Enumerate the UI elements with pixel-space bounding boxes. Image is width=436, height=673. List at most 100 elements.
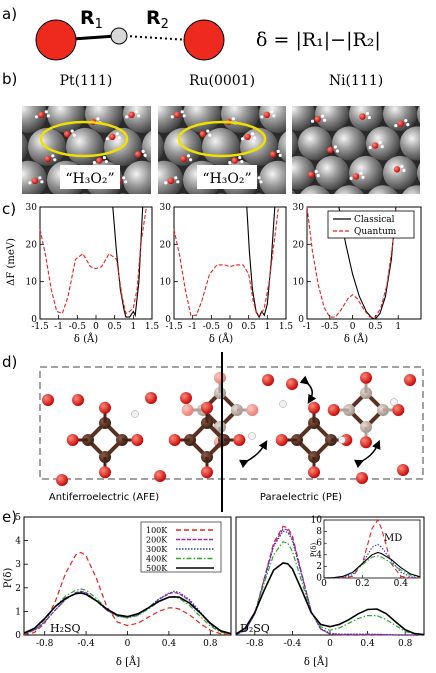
h3o2-box-ru (197, 165, 257, 189)
x-tick-label: 0.8 (398, 639, 413, 649)
metal-atom (315, 155, 349, 190)
water-hydrogen (92, 160, 96, 165)
c-ylabel: ΔF (meV) (6, 238, 17, 286)
water-hydrogen (135, 110, 139, 114)
metal-atom (217, 193, 225, 194)
oxygen (154, 470, 166, 482)
panel-a: a) R1 R2 δ = |R₁|−|R₂| (2, 5, 381, 61)
panel-e-label: e) (2, 508, 17, 526)
md-inset: 0 0.2 0.4 0 2 46 810 (311, 516, 421, 589)
h3o2-box-pt (60, 165, 120, 189)
water-hydrogen (51, 154, 55, 158)
water-oxygen (308, 171, 315, 178)
metal-atom (259, 160, 286, 194)
water-hydrogen (206, 129, 210, 133)
oxygen (72, 394, 84, 406)
oxygen (180, 392, 192, 404)
x-tick-label: 0 (327, 639, 333, 649)
e-xlabel-1: δ [Å] (116, 656, 140, 668)
x-tick-label: 0.5 (368, 322, 383, 332)
y-tick-label: 1 (15, 607, 21, 617)
x-tick-label: -0.8 (246, 639, 264, 649)
metal-atom (383, 155, 417, 190)
distribution-400K (235, 541, 425, 636)
water-hydrogen (174, 176, 178, 180)
water-oxygen (352, 173, 360, 180)
quantum-curve (173, 206, 280, 316)
water-hydrogen (102, 155, 106, 160)
water-hydrogen (406, 123, 410, 127)
surface-image-ni (292, 68, 434, 194)
water-hydrogen (96, 117, 100, 121)
x-tick-label: -0.5 (203, 322, 221, 332)
metal-atom (366, 126, 400, 161)
c-legend-quantum: Quantum (354, 227, 397, 237)
water-hydrogen (253, 136, 257, 140)
c-xlabel-3: δ (Å) (344, 333, 368, 345)
panel-b-label: b) (2, 70, 17, 88)
oxygen-atom-right (183, 19, 225, 61)
water-hydrogen (187, 154, 191, 158)
water-hydrogen (240, 159, 244, 164)
water-oxygen (96, 157, 103, 164)
inset-y-tick-label: 2 (316, 562, 322, 572)
water-hydrogen (180, 110, 184, 114)
inset-x-tick-label: 0.4 (394, 579, 409, 589)
e-legend-label: 400K (146, 555, 168, 564)
metal-atom (119, 193, 127, 194)
water-hydrogen (40, 180, 44, 184)
x-tick-label: 0.5 (242, 322, 257, 332)
oxygen (360, 371, 372, 384)
x-tick-label: -1.5 (31, 322, 49, 332)
delta-equation: δ = |R₁|−|R₂| (256, 29, 381, 51)
y-tick-label: 30 (26, 203, 38, 213)
proton-transfer-arrow-3 (354, 439, 381, 468)
quantum-curve (306, 206, 397, 318)
metal-atom (255, 193, 263, 194)
water-hydrogen (182, 114, 186, 118)
c-frame (39, 206, 153, 320)
x-tick-label: 0 (227, 322, 233, 332)
metal-atom (43, 193, 51, 194)
x-tick-label: 0.4 (162, 639, 177, 649)
x-tick-label: 0 (350, 322, 356, 332)
metal-atom (417, 163, 420, 183)
oxygen (131, 434, 144, 446)
water-oxygen (167, 177, 174, 184)
metal-atom (292, 189, 296, 194)
water-hydrogen (164, 181, 168, 185)
water-hydrogen (359, 171, 363, 175)
water-hydrogen (402, 168, 406, 172)
water-hydrogen (34, 115, 38, 119)
metal-atom (400, 126, 420, 161)
inset-y-tick-label: 10 (311, 516, 323, 526)
metal-atom (158, 133, 164, 161)
metal-atom (123, 160, 151, 194)
proton-transfer-arrow-1 (299, 375, 317, 404)
x-tick-label: 0.4 (360, 639, 375, 649)
metal-atom (22, 133, 28, 161)
x-tick-label: -1 (188, 322, 197, 332)
metal-atom (292, 106, 315, 131)
c-xlabel-1: δ (Å) (74, 333, 98, 345)
surface-title-pt: Pt(111) (60, 73, 113, 89)
x-tick-label: -0.4 (284, 639, 302, 649)
panel-c: c) ΔF (meV) -1.5 -1 -0.5 0 0.5 1 1.50102030-1.… (2, 200, 422, 345)
inset-y-tick-label: 6 (316, 539, 322, 549)
water-hydrogen (44, 110, 48, 114)
metal-atom (315, 106, 349, 131)
surface-title-ni: Ni(111) (329, 73, 383, 89)
h3o2-label-ru: “H₃O₂” (202, 171, 251, 187)
water-hydrogen (333, 145, 337, 149)
distribution-plots: -0.8 -0.4 0 0.4 0.8 0 1 2 3 4 5 -0.8 -0.4 0 0.4 0.8 (15, 513, 425, 649)
y-tick-label: 10 (26, 278, 38, 288)
metal-atom (400, 68, 434, 102)
water-hydrogen (314, 170, 318, 174)
water-hydrogen (278, 153, 282, 157)
metal-atom (0, 95, 9, 133)
water-hydrogen (28, 181, 32, 185)
water-hydrogen (311, 119, 315, 123)
e-xlabel-2: δ [Å] (304, 656, 328, 668)
oxygen (360, 436, 372, 449)
md-label: MD (384, 533, 402, 544)
